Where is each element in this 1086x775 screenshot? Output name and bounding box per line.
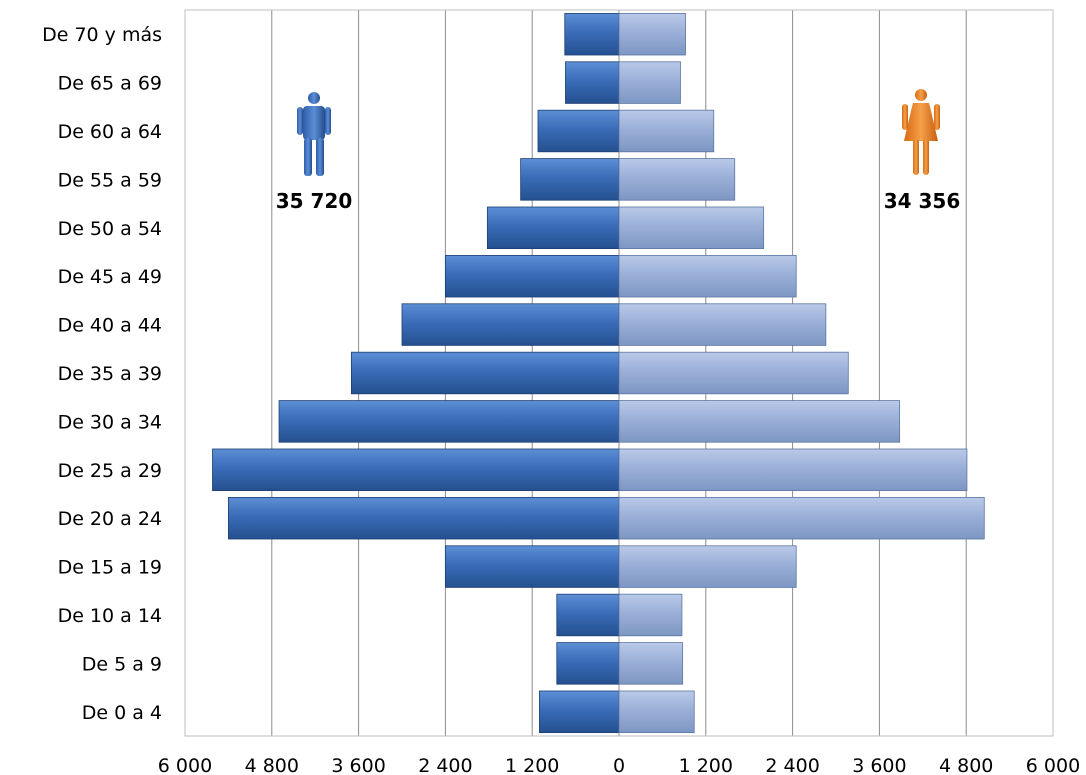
category-label: De 15 a 19 (58, 557, 162, 579)
tick-label: 1 200 (679, 755, 733, 775)
bar-right (618, 593, 683, 637)
male-total-label: 35 720 (276, 189, 353, 213)
tick-label: 4 800 (939, 755, 993, 775)
bar-left (565, 61, 620, 104)
category-label: De 10 a 14 (58, 605, 162, 627)
bar-left (227, 496, 620, 540)
bar-left (486, 206, 620, 250)
tick-label: 6 000 (158, 755, 212, 775)
bar-left (520, 158, 620, 201)
bar-right (618, 690, 695, 734)
tick-label: 3 600 (852, 755, 906, 775)
bar-left (537, 109, 620, 153)
bar-right (618, 303, 827, 346)
bar-left (556, 642, 620, 685)
tick-label: 3 600 (331, 755, 385, 775)
category-label: De 5 a 9 (82, 653, 162, 675)
tick-label: 0 (613, 755, 625, 775)
tick-label: 4 800 (245, 755, 299, 775)
category-label: De 45 a 49 (58, 266, 162, 288)
plot-area-border (184, 9, 1054, 737)
category-label: De 0 a 4 (82, 702, 162, 724)
tick-label: 2 400 (418, 755, 472, 775)
bar-left (401, 303, 620, 346)
bar-right (618, 545, 797, 588)
category-label: De 25 a 29 (58, 460, 162, 482)
tick-label: 6 000 (1026, 755, 1080, 775)
bar-left (444, 254, 620, 298)
category-axis-labels: De 0 a 4 De 5 a 9 De 10 a 14 De 15 a 19 De 2… (42, 24, 162, 724)
tick-label: 1 200 (505, 755, 559, 775)
category-label: De 55 a 59 (58, 169, 162, 191)
category-label: De 30 a 34 (58, 411, 162, 433)
bar-right (618, 351, 849, 395)
value-axis-tick-labels: 6 000 4 800 3 600 2 400 1 200 0 1 200 2 400 3 60… (158, 755, 1080, 775)
tick-label: 2 400 (765, 755, 819, 775)
bars (212, 12, 985, 734)
bar-right (618, 400, 901, 443)
bar-left (564, 12, 620, 56)
bar-right (618, 448, 968, 492)
category-label: De 65 a 69 (58, 73, 162, 95)
category-label: De 50 a 54 (58, 218, 162, 240)
bar-right (618, 496, 985, 540)
bar-right (618, 642, 684, 685)
bar-left (444, 545, 620, 588)
category-label: De 35 a 39 (58, 363, 162, 385)
bar-left (278, 400, 620, 443)
category-label: De 70 y más (42, 24, 162, 46)
bar-left (350, 351, 620, 395)
bar-right (618, 109, 715, 153)
bar-right (618, 254, 797, 298)
bar-right (618, 158, 736, 201)
female-figure-icon (902, 89, 940, 175)
bar-left (556, 593, 620, 637)
bar-left (539, 690, 620, 734)
bar-left (212, 448, 620, 492)
bar-right (618, 206, 765, 250)
category-label: De 20 a 24 (58, 508, 162, 530)
bar-right (618, 12, 686, 56)
male-figure-icon (297, 92, 331, 176)
bar-right (618, 61, 681, 104)
category-label: De 40 a 44 (58, 315, 162, 337)
category-label: De 60 a 64 (58, 121, 162, 143)
female-total-label: 34 356 (884, 189, 961, 213)
